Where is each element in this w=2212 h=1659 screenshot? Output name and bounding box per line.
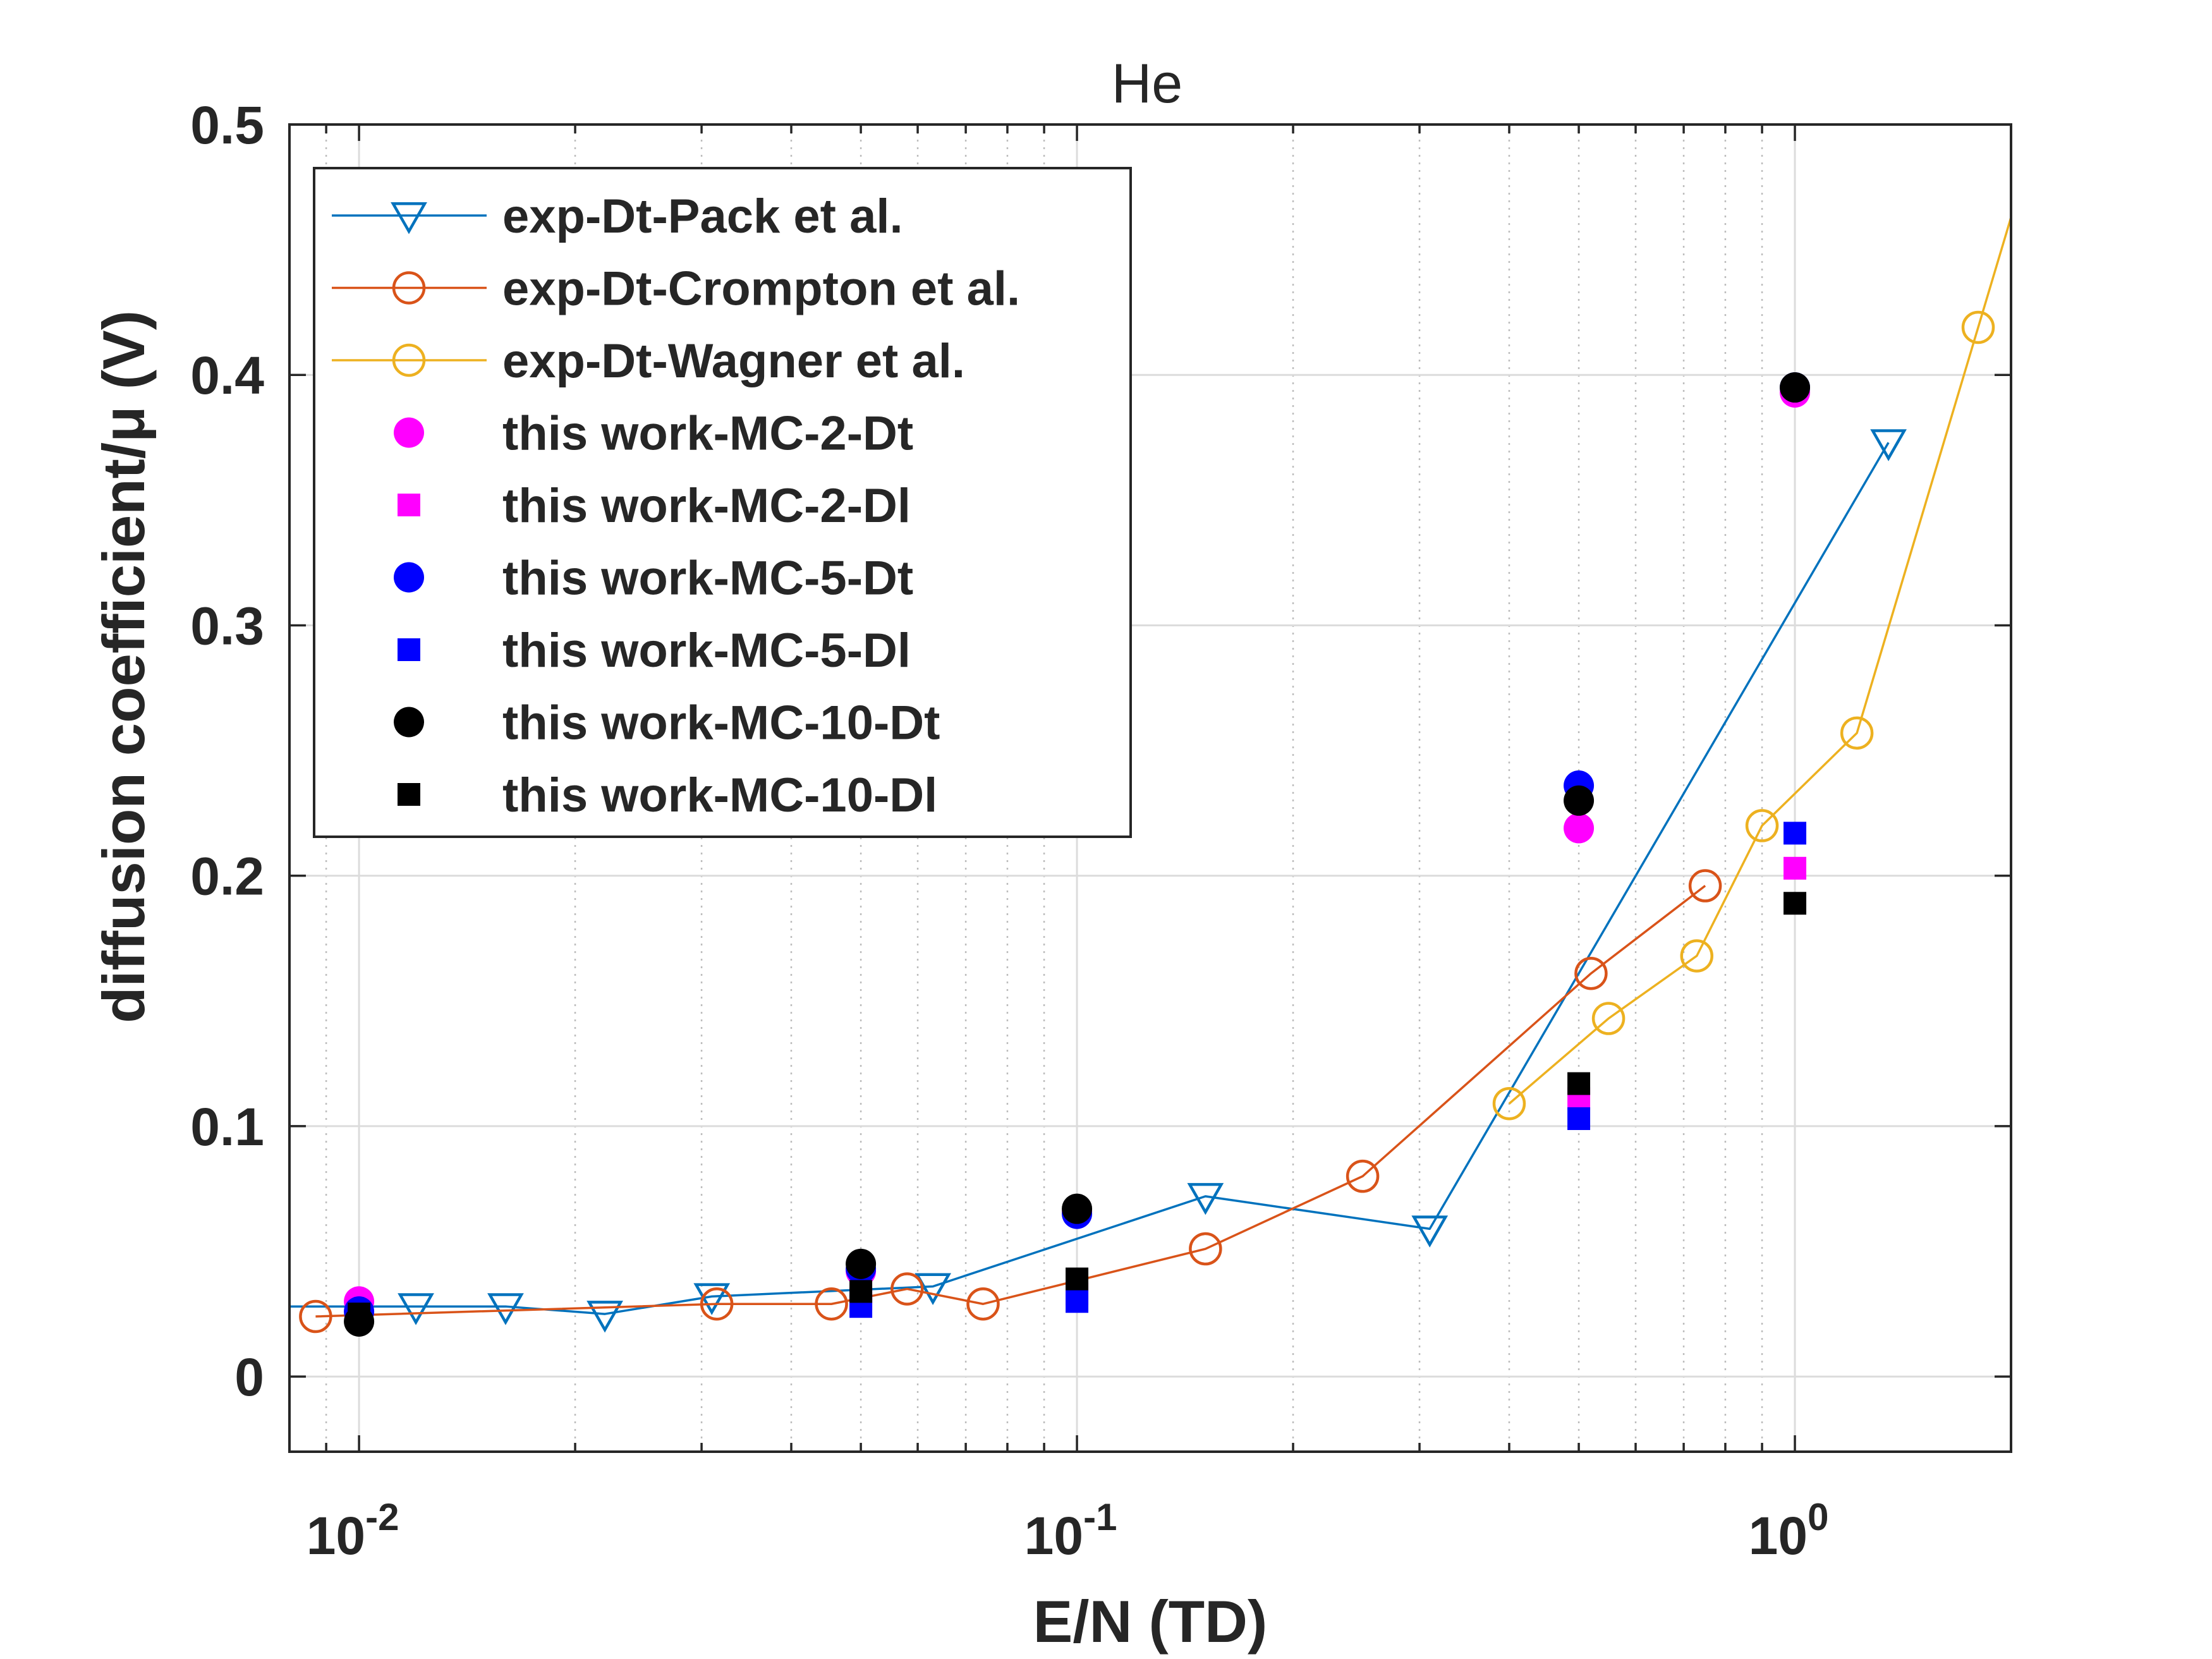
data-point [1564,813,1595,844]
y-tick-label: 0.4 [190,346,264,405]
legend-label: this work-MC-10-Dt [502,696,940,750]
data-point [966,1287,1000,1321]
series-line [289,442,1890,1315]
data-point [890,1272,924,1306]
legend-entry: this work-MC-5-Dl [398,624,911,678]
x-tick-label-base: 10 [307,1506,365,1565]
series-line [315,885,1706,1318]
data-point [1187,1182,1224,1215]
y-tick-label: 0 [234,1347,264,1407]
data-point [1066,1267,1089,1291]
legend-entry: exp-Dt-Pack et al. [332,190,903,243]
data-point [1870,429,1907,461]
legend-marker [392,271,426,305]
legend-label: this work-MC-10-Dl [502,769,937,822]
data-point [1688,869,1722,902]
data-point [915,1273,951,1306]
legend-entry: this work-MC-10-Dl [398,769,937,822]
legend-marker [391,202,427,234]
data-point [1745,809,1779,842]
data-point [1189,1232,1222,1266]
x-tick-label-exponent: 0 [1808,1496,1828,1538]
data-point [586,1301,623,1333]
legend-entry: exp-Dt-Crompton et al. [332,262,1020,316]
series-9 [348,892,1807,1326]
y-axis-label: diffusion coefficient/μ (V) [90,310,157,1023]
y-tick-label: 0.2 [190,847,264,906]
data-point [815,1287,848,1321]
data-point [1567,1107,1591,1131]
data-point [299,1299,332,1334]
legend-marker [394,417,424,448]
data-point [1784,856,1807,880]
data-point [1492,1086,1526,1121]
data-point [1680,939,1714,973]
data-point [1066,1290,1089,1313]
data-point [1591,1002,1626,1035]
legend-entry: this work-MC-5-Dt [394,552,913,605]
legend-entry: exp-Dt-Wagner et al. [332,334,965,388]
data-point [1346,1159,1380,1193]
x-tick-label: 100 [1749,1496,1829,1565]
data-point [1567,1072,1591,1095]
x-tick-label-exponent: -2 [365,1496,399,1538]
x-tick-label: 10-1 [1024,1496,1117,1565]
legend-label: exp-Dt-Crompton et al. [502,262,1020,316]
data-point [849,1280,873,1303]
axes-box [288,123,2012,1453]
x-axis-label: E/N (TD) [1033,1588,1268,1655]
data-point [1411,1215,1449,1248]
legend-label: this work-MC-2-Dl [502,479,911,533]
legend-box [313,167,1132,838]
legend-marker [392,343,426,377]
legend-label: this work-MC-5-Dl [502,624,911,678]
legend-label: exp-Dt-Wagner et al. [502,334,965,388]
legend-marker [398,638,420,661]
x-tick-label-exponent: -1 [1083,1496,1117,1538]
chart-title: He [1112,52,1183,114]
legend-label: this work-MC-2-Dt [502,407,913,461]
legend-entry: this work-MC-10-Dt [394,696,940,750]
series-1 [289,429,1907,1333]
data-point [1784,822,1807,845]
data-point [1062,1193,1093,1224]
legend-marker [398,494,420,516]
data-point [1564,785,1595,816]
legend-marker [394,562,424,593]
data-point [1780,372,1811,403]
data-point [1840,716,1874,750]
data-point [1961,310,1995,344]
legend-marker [394,707,424,738]
series-layer [289,217,2012,1337]
x-tick-label-base: 10 [1749,1506,1808,1565]
legend-entry: this work-MC-2-Dt [394,407,913,461]
series-line [1508,217,2012,1105]
legend-label: exp-Dt-Pack et al. [502,190,903,243]
data-point [487,1293,524,1325]
data-point [348,1303,371,1326]
legend-marker [398,783,420,806]
data-point [700,1287,734,1321]
y-tick-label: 0.1 [190,1097,264,1157]
y-tick-label: 0.3 [190,596,264,655]
series-2 [299,869,1722,1334]
series-3 [1492,217,2012,1121]
data-point [1784,892,1807,915]
y-tick-label: 0.5 [190,95,264,155]
data-point [846,1248,877,1279]
x-tick-label: 10-2 [307,1496,399,1565]
legend-entry: this work-MC-2-Dl [398,479,911,533]
x-tick-label-base: 10 [1024,1506,1083,1565]
legend-label: this work-MC-5-Dt [502,552,913,605]
data-point [1574,956,1608,990]
legend: exp-Dt-Pack et al. exp-Dt-Crompton et al.… [313,167,1132,838]
data-point [398,1293,434,1325]
